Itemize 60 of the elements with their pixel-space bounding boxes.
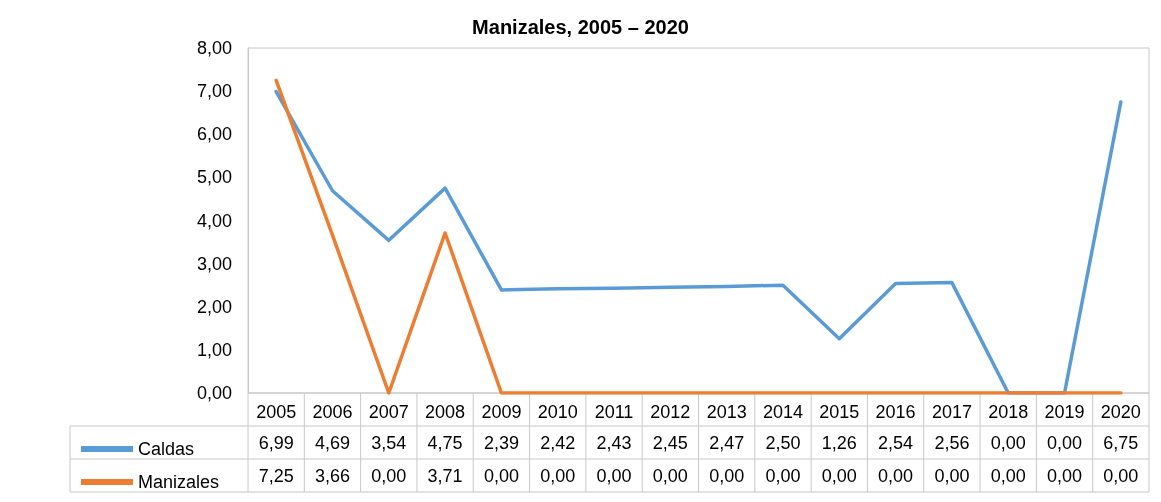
data-label: 0,00 bbox=[1047, 432, 1083, 453]
chart-title: Manizales, 2005 – 2020 bbox=[472, 16, 689, 38]
data-label: 0,00 bbox=[483, 465, 519, 486]
data-label: 3,66 bbox=[314, 465, 350, 486]
data-label: 7,25 bbox=[258, 465, 294, 486]
y-tick-label: 4,00 bbox=[196, 210, 232, 231]
y-tick-label: 0,00 bbox=[196, 383, 232, 403]
data-label: 6,99 bbox=[258, 432, 294, 453]
data-label: 3,54 bbox=[371, 432, 407, 453]
data-label: 2,56 bbox=[934, 432, 970, 453]
y-tick-label: 6,00 bbox=[196, 124, 232, 145]
data-label: 2,39 bbox=[483, 432, 519, 453]
x-tick-label: 2008 bbox=[425, 402, 466, 422]
y-tick-label: 1,00 bbox=[196, 339, 232, 360]
y-tick-label: 2,00 bbox=[196, 296, 232, 317]
x-tick-label: 2013 bbox=[706, 402, 747, 422]
data-label: 6,75 bbox=[1103, 432, 1139, 453]
data-label: 2,50 bbox=[765, 432, 801, 453]
y-tick-label: 3,00 bbox=[196, 253, 232, 274]
x-tick-label: 2007 bbox=[368, 402, 409, 422]
data-label: 0,00 bbox=[371, 465, 407, 486]
x-tick-label: 2016 bbox=[875, 402, 916, 422]
data-label: 0,00 bbox=[540, 465, 576, 486]
x-tick-label: 2014 bbox=[762, 402, 803, 422]
legend-label: Caldas bbox=[138, 439, 195, 459]
y-tick-label: 5,00 bbox=[196, 167, 232, 188]
x-tick-label: 2019 bbox=[1044, 402, 1085, 422]
data-label: 2,45 bbox=[652, 432, 688, 453]
data-label: 1,26 bbox=[821, 432, 857, 453]
x-tick-label: 2020 bbox=[1100, 402, 1141, 422]
y-tick-label: 8,00 bbox=[196, 38, 232, 58]
data-label: 2,54 bbox=[878, 432, 914, 453]
data-label: 2,42 bbox=[540, 432, 576, 453]
x-tick-label: 2017 bbox=[931, 402, 972, 422]
data-label: 0,00 bbox=[990, 432, 1026, 453]
data-label: 0,00 bbox=[709, 465, 745, 486]
data-label: 0,00 bbox=[596, 465, 632, 486]
x-tick-label: 2012 bbox=[650, 402, 691, 422]
x-tick-label: 2005 bbox=[256, 402, 297, 422]
data-label: 0,00 bbox=[765, 465, 801, 486]
data-label: 0,00 bbox=[878, 465, 914, 486]
data-label: 0,00 bbox=[1047, 465, 1083, 486]
data-label: 3,71 bbox=[427, 465, 463, 486]
x-tick-label: 2018 bbox=[988, 402, 1029, 422]
data-label: 0,00 bbox=[821, 465, 857, 486]
data-label: 0,00 bbox=[652, 465, 688, 486]
data-label: 2,43 bbox=[596, 432, 632, 453]
data-label: 0,00 bbox=[934, 465, 970, 486]
x-tick-label: 2009 bbox=[481, 402, 522, 422]
data-label: 0,00 bbox=[990, 465, 1026, 486]
data-label: 0,00 bbox=[1103, 465, 1139, 486]
data-label: 4,75 bbox=[427, 432, 463, 453]
x-tick-label: 2011 bbox=[594, 402, 634, 422]
y-tick-label: 7,00 bbox=[196, 81, 232, 102]
legend-label: Manizales bbox=[138, 472, 220, 492]
x-tick-label: 2006 bbox=[312, 402, 353, 422]
data-label: 2,47 bbox=[709, 432, 745, 453]
x-tick-label: 2010 bbox=[537, 402, 578, 422]
data-label: 4,69 bbox=[314, 432, 350, 453]
x-tick-label: 2015 bbox=[819, 402, 860, 422]
